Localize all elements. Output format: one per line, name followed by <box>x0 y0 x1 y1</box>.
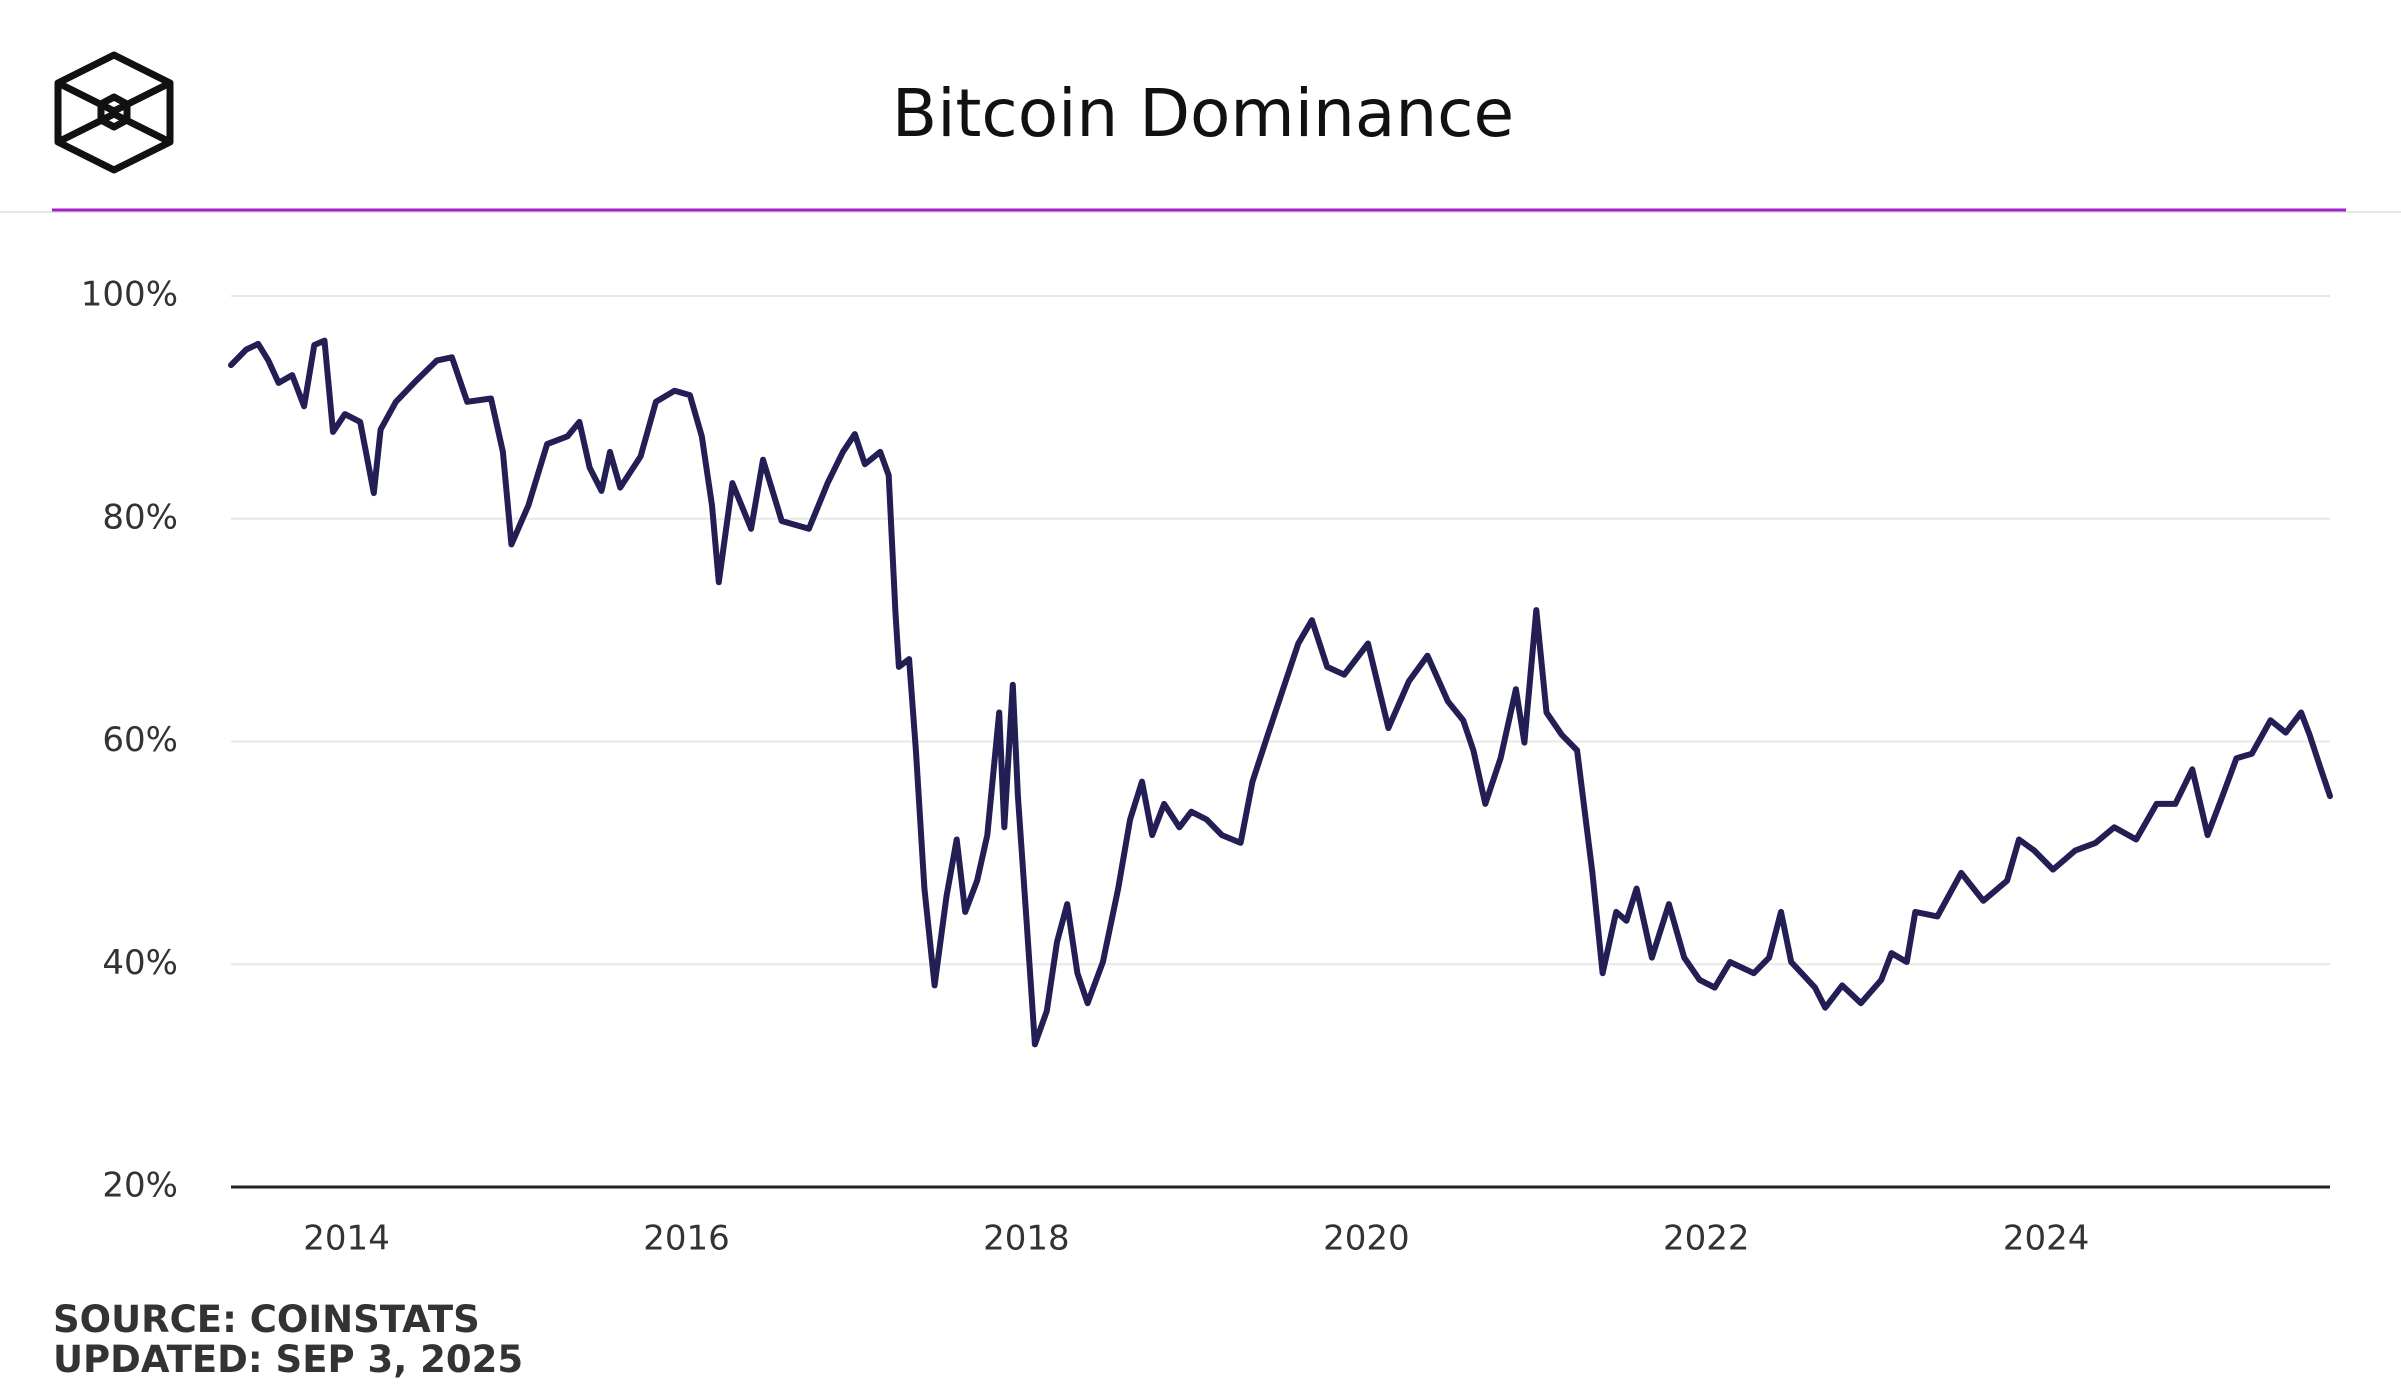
updated-note: UPDATED: SEP 3, 2025 <box>53 1338 523 1381</box>
x-tick-label: 2020 <box>1323 1219 1410 1259</box>
x-tick-label: 2018 <box>983 1219 1070 1259</box>
y-tick-label: 60% <box>102 720 178 760</box>
source-note: SOURCE: COINSTATS <box>53 1298 480 1341</box>
y-tick-label: 100% <box>81 275 178 315</box>
logo-core <box>97 93 131 131</box>
y-tick-label: 20% <box>102 1166 178 1206</box>
logo <box>54 51 174 174</box>
x-tick-label: 2022 <box>1663 1219 1750 1259</box>
chart-title: Bitcoin Dominance <box>892 75 1514 152</box>
x-tick-label: 2016 <box>643 1219 730 1259</box>
x-tick-label: 2014 <box>303 1219 390 1259</box>
y-tick-label: 80% <box>102 497 178 537</box>
x-tick-label: 2024 <box>2003 1219 2090 1259</box>
data-line <box>228 337 2333 1048</box>
logo-inner-lines <box>56 79 172 146</box>
y-tick-label: 40% <box>102 943 178 983</box>
